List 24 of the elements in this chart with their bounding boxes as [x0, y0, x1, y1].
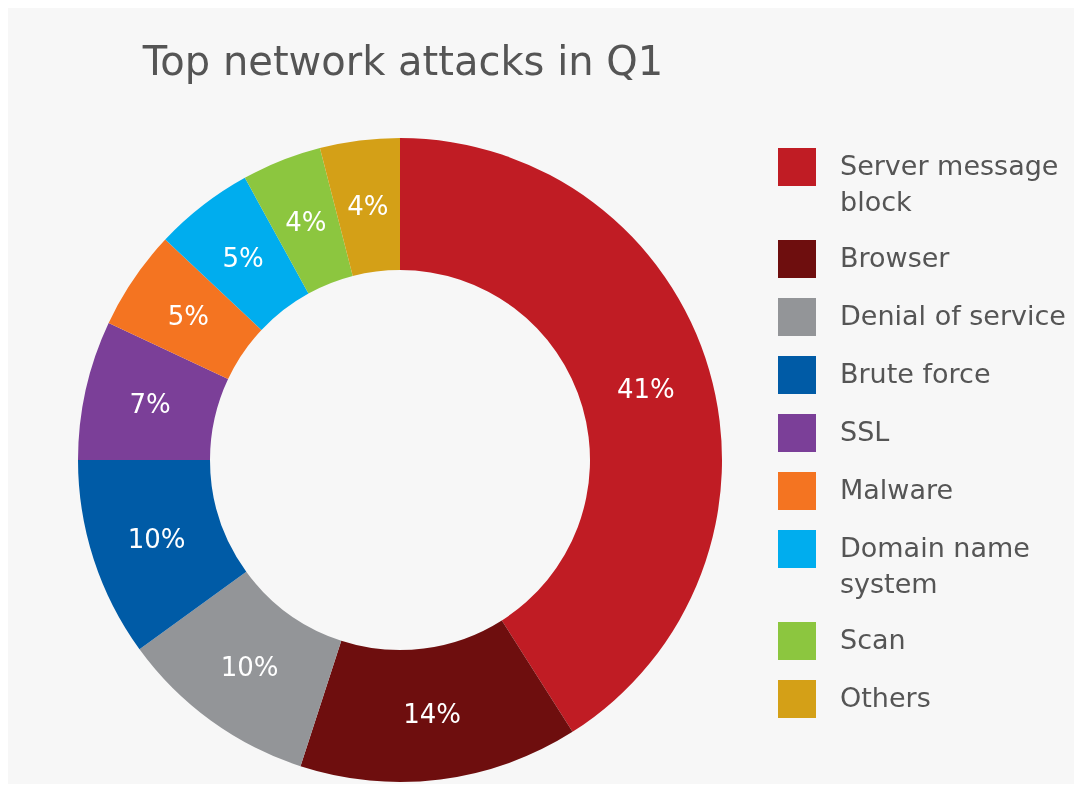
donut-slice	[300, 620, 573, 782]
donut-slice	[139, 571, 342, 767]
data-label: 5%	[222, 242, 264, 273]
donut-slice	[400, 138, 722, 732]
chart-title: Top network attacks in Q1	[141, 38, 665, 84]
legend-label: Browser	[840, 241, 951, 275]
data-label: 4%	[285, 206, 327, 237]
donut-slice	[108, 239, 262, 380]
data-label: 14%	[403, 698, 461, 729]
data-label: 5%	[167, 301, 209, 332]
legend-label: Malware	[840, 473, 955, 507]
legend-label: Others	[840, 681, 932, 715]
data-label: 4%	[347, 191, 389, 222]
legend-label: Domain name system	[840, 531, 1031, 601]
data-label: 10%	[127, 524, 186, 555]
legend-label: Server message block	[840, 149, 1060, 219]
legend-label: Brute force	[840, 357, 992, 391]
legend-label: Denial of service	[840, 299, 1067, 333]
data-label: 10%	[220, 652, 279, 683]
legend-label: SSL	[840, 415, 891, 449]
donut-slice	[78, 460, 247, 650]
data-label: 7%	[129, 389, 171, 420]
data-label: 41%	[616, 373, 675, 404]
legend-label: Scan	[840, 623, 907, 657]
